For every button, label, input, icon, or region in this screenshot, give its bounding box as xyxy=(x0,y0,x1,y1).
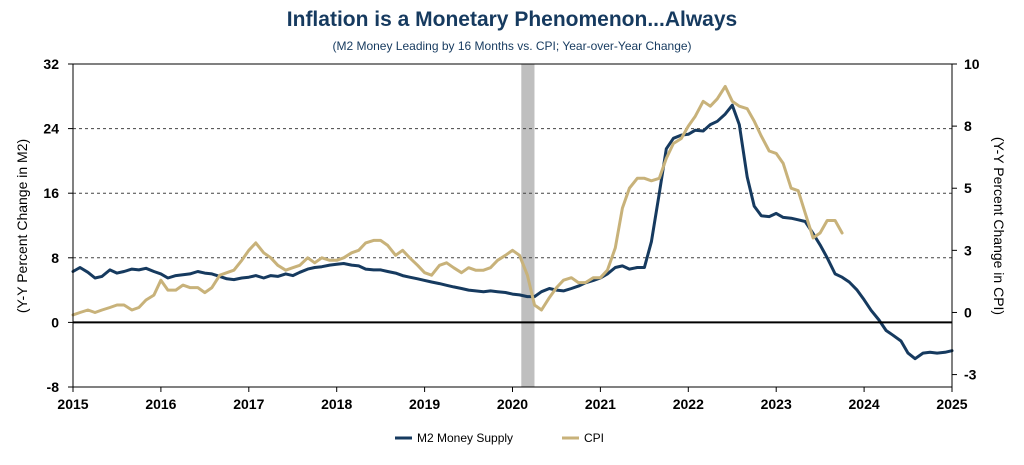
recession-shading xyxy=(521,64,535,387)
x-tick-label-2: 2017 xyxy=(233,396,264,412)
x-tick-label-6: 2021 xyxy=(585,396,616,412)
y2-tick-label-0: 10 xyxy=(964,56,980,72)
x-tick-label-4: 2019 xyxy=(409,396,440,412)
y2-axis-title: (Y-Y Percent Change in CPI) xyxy=(991,137,1007,315)
x-tick-label-0: 2015 xyxy=(57,396,88,412)
x-tick-label-8: 2023 xyxy=(761,396,792,412)
y-tick-label-2: 16 xyxy=(43,185,59,201)
chart-title: Inflation is a Monetary Phenomenon...Alw… xyxy=(286,8,738,31)
y2-tick-label-3: 3 xyxy=(964,242,972,258)
plot-frame xyxy=(72,63,953,388)
chart-subtitle: (M2 Money Leading by 16 Months vs. CPI; … xyxy=(332,39,692,53)
y-tick-label-1: 24 xyxy=(43,121,59,137)
y-axis-title: (Y-Y Percent Change in M2) xyxy=(14,139,30,313)
legend-label-m2: M2 Money Supply xyxy=(417,431,513,445)
y2-tick-label-4: 0 xyxy=(964,304,972,320)
x-tick-label-10: 2025 xyxy=(936,396,967,412)
y-tick-label-4: 0 xyxy=(51,314,59,330)
x-tick-label-3: 2018 xyxy=(321,396,352,412)
y2-tick-label-1: 8 xyxy=(964,118,972,134)
cpi-series-line xyxy=(71,84,844,317)
x-tick-label-5: 2020 xyxy=(497,396,528,412)
y2-tick-label-2: 5 xyxy=(964,180,972,196)
x-tick-label-7: 2022 xyxy=(673,396,704,412)
legend-label-cpi: CPI xyxy=(584,431,604,445)
y2-tick-label-5: -3 xyxy=(964,367,977,383)
y-tick-label-0: 32 xyxy=(43,56,59,72)
y-tick-label-3: 8 xyxy=(51,250,59,266)
x-tick-label-1: 2016 xyxy=(145,396,176,412)
x-tick-label-9: 2024 xyxy=(849,396,880,412)
legend: M2 Money Supply CPI xyxy=(395,431,604,445)
y-tick-label-5: -8 xyxy=(47,379,60,395)
